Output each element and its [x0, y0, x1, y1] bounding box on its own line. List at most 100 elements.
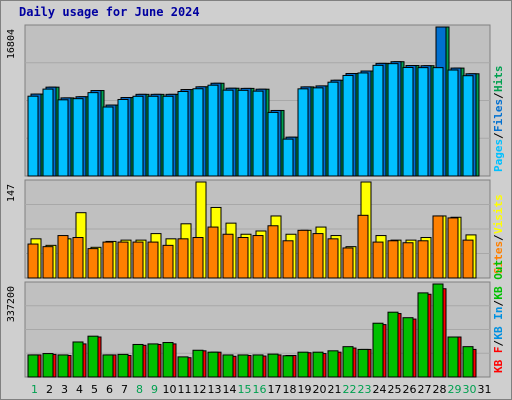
middle-bar-sites-day-9	[147, 241, 159, 279]
top-bar-pages-day-5	[87, 92, 99, 177]
bottom-bar-kb-out-day-30	[462, 346, 474, 378]
middle-bar-sites-day-1	[27, 243, 39, 279]
x-tick-label-13: 13	[208, 383, 222, 396]
middle-bar-sites-day-20	[312, 233, 324, 279]
bottom-bar-kb-out-day-8	[132, 343, 144, 378]
x-tick-label-24: 24	[373, 383, 387, 396]
middle-bar-sites-day-15	[237, 237, 249, 279]
x-tick-label-11: 11	[178, 383, 192, 396]
bottom-legend-separator: /	[492, 300, 505, 307]
bottom-bar-kb-out-day-9	[147, 343, 159, 378]
middle-bar-sites-day-10	[162, 244, 174, 279]
bottom-bar-kb-out-day-2	[42, 353, 54, 378]
x-tick-label-25: 25	[388, 383, 402, 396]
top-bar-pages-day-11	[177, 90, 189, 177]
bottom-bar-kb-out-day-15	[237, 354, 249, 378]
top-bar-pages-day-21	[327, 81, 339, 177]
top-bar-pages-day-20	[312, 87, 324, 177]
x-tick-label-17: 17	[268, 383, 282, 396]
top-bar-pages-day-17	[267, 111, 279, 177]
top-bar-pages-day-28	[432, 67, 444, 177]
top-bar-pages-day-30	[462, 75, 474, 177]
middle-bar-sites-day-3	[57, 235, 69, 279]
top-bar-pages-day-7	[117, 98, 129, 177]
bottom-ymax-label: 337200	[6, 286, 17, 322]
top-bar-pages-day-4	[72, 98, 84, 177]
x-tick-label-2: 2	[46, 383, 53, 396]
top-bar-pages-day-10	[162, 95, 174, 177]
middle-legend-sites: Sites	[492, 241, 505, 274]
bottom-legend-kb-out: KB Out	[492, 260, 505, 300]
bottom-bar-kb-out-day-13	[207, 351, 219, 378]
middle-bar-sites-day-8	[132, 241, 144, 279]
top-bar-pages-day-23	[357, 72, 369, 177]
x-tick-label-31: 31	[478, 383, 492, 396]
x-tick-label-10: 10	[163, 383, 177, 396]
top-bar-pages-day-9	[147, 95, 159, 177]
x-tick-label-15: 15	[238, 383, 252, 396]
x-tick-label-14: 14	[223, 383, 237, 396]
middle-bar-sites-day-29	[447, 217, 459, 279]
top-bar-pages-day-3	[57, 99, 69, 177]
x-tick-label-7: 7	[121, 383, 128, 396]
middle-legend-separator: /	[492, 234, 505, 241]
bottom-bar-kb-out-day-23	[357, 348, 369, 378]
x-tick-label-26: 26	[403, 383, 417, 396]
top-bar-pages-day-15	[237, 89, 249, 177]
top-bar-pages-day-18	[282, 138, 294, 177]
middle-bar-sites-day-22	[342, 247, 354, 279]
x-tick-label-1: 1	[31, 383, 38, 396]
bottom-bar-kb-out-day-14	[222, 354, 234, 378]
x-tick-label-3: 3	[61, 383, 68, 396]
x-tick-label-4: 4	[76, 383, 83, 396]
top-ymax-label: 16804	[6, 29, 17, 59]
top-bar-pages-day-29	[447, 69, 459, 177]
top-bar-pages-day-16	[252, 90, 264, 177]
middle-legend-visits: Visits	[492, 194, 505, 234]
bottom-legend-kb-in: KB In	[492, 306, 505, 339]
middle-bar-sites-day-16	[252, 235, 264, 279]
top-bar-pages-day-2	[42, 88, 54, 177]
middle-bar-sites-day-6	[102, 241, 114, 279]
bottom-bar-kb-out-day-21	[327, 350, 339, 378]
middle-bar-sites-day-28	[432, 215, 444, 279]
middle-bar-sites-day-4	[72, 237, 84, 279]
middle-bar-sites-day-21	[327, 238, 339, 279]
middle-bar-sites-day-25	[387, 240, 399, 279]
top-bar-pages-day-12	[192, 88, 204, 177]
x-tick-label-19: 19	[298, 383, 312, 396]
x-tick-label-22: 22	[343, 383, 357, 396]
bottom-bar-kb-out-day-6	[102, 354, 114, 378]
x-tick-label-12: 12	[193, 383, 207, 396]
bottom-bar-kb-out-day-20	[312, 351, 324, 378]
bottom-bar-kb-out-day-26	[402, 317, 414, 378]
middle-bar-sites-day-14	[222, 233, 234, 279]
middle-bar-sites-day-7	[117, 241, 129, 279]
x-tick-label-21: 21	[328, 383, 342, 396]
x-tick-label-6: 6	[106, 383, 113, 396]
chart-title: Daily usage for June 2024	[19, 5, 200, 19]
bottom-bar-kb-out-day-19	[297, 351, 309, 378]
bottom-bar-kb-out-day-25	[387, 311, 399, 378]
bottom-bar-kb-out-day-17	[267, 353, 279, 378]
middle-bar-sites-day-23	[357, 214, 369, 279]
bottom-bar-kb-out-day-10	[162, 342, 174, 378]
top-bar-pages-day-6	[102, 106, 114, 177]
bottom-bar-kb-out-day-29	[447, 336, 459, 378]
bottom-bar-kb-out-day-24	[372, 322, 384, 378]
top-bar-pages-day-8	[132, 95, 144, 177]
bottom-bar-kb-out-day-7	[117, 353, 129, 378]
top-bar-pages-day-25	[387, 63, 399, 177]
top-legend-separator: /	[492, 92, 505, 99]
top-legend-hits: Hits	[492, 66, 505, 93]
top-bar-pages-day-22	[342, 74, 354, 177]
middle-ymax-label: 147	[6, 184, 17, 202]
bottom-bar-kb-out-day-5	[87, 335, 99, 378]
middle-bar-sites-day-24	[372, 241, 384, 279]
x-tick-label-18: 18	[283, 383, 297, 396]
middle-bar-sites-day-30	[462, 239, 474, 279]
bottom-bar-kb-out-day-4	[72, 341, 84, 378]
bottom-bar-kb-out-day-16	[252, 354, 264, 378]
x-tick-label-20: 20	[313, 383, 327, 396]
